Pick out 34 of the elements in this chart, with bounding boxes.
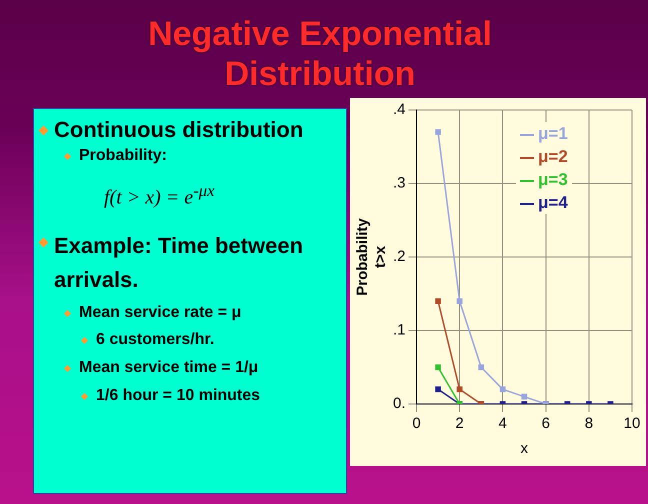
point [435, 298, 441, 304]
x-tick-label: 0 [412, 415, 421, 432]
text: Example: Time between arrivals. [54, 232, 304, 294]
x-tick-label: 2 [455, 415, 464, 432]
x-tick-label: 10 [624, 415, 640, 432]
point [435, 386, 441, 392]
text: Mean service rate = μ [79, 304, 242, 322]
point [500, 386, 506, 392]
x-tick-label: 8 [584, 415, 594, 432]
legend-label: μ=3 [537, 169, 568, 191]
x-axis-title: x [520, 440, 529, 458]
y-tick-label: .4 [392, 101, 406, 118]
point [456, 386, 462, 392]
text: 6 customers/hr. [96, 331, 214, 349]
y-tick-label: .1 [392, 322, 406, 339]
legend-label: μ=1 [537, 123, 568, 145]
text: Probability: [79, 147, 168, 165]
chart-title: Negative Exponential Distribution [147, 14, 493, 94]
x-tick-label: 4 [498, 415, 507, 432]
point [435, 364, 441, 370]
text: 1/6 hour = 10 minutes [96, 387, 260, 405]
legend-label: μ=4 [537, 192, 568, 214]
point [521, 394, 528, 400]
point [478, 364, 484, 370]
legend-label: μ=2 [537, 146, 568, 168]
y-tick-label: 0. [392, 395, 406, 412]
y-tick-label: .3 [392, 174, 406, 192]
point [456, 298, 462, 304]
text: f(t > x) = e$^{-μx}$ [104, 181, 214, 210]
text: Continuous distribution [54, 117, 304, 143]
y-tick-label: .2 [392, 248, 406, 266]
x-tick-label: 6 [542, 415, 550, 432]
text: Mean service time = 1/μ [79, 359, 258, 377]
y-axis-title: Probability t>x [354, 218, 390, 296]
